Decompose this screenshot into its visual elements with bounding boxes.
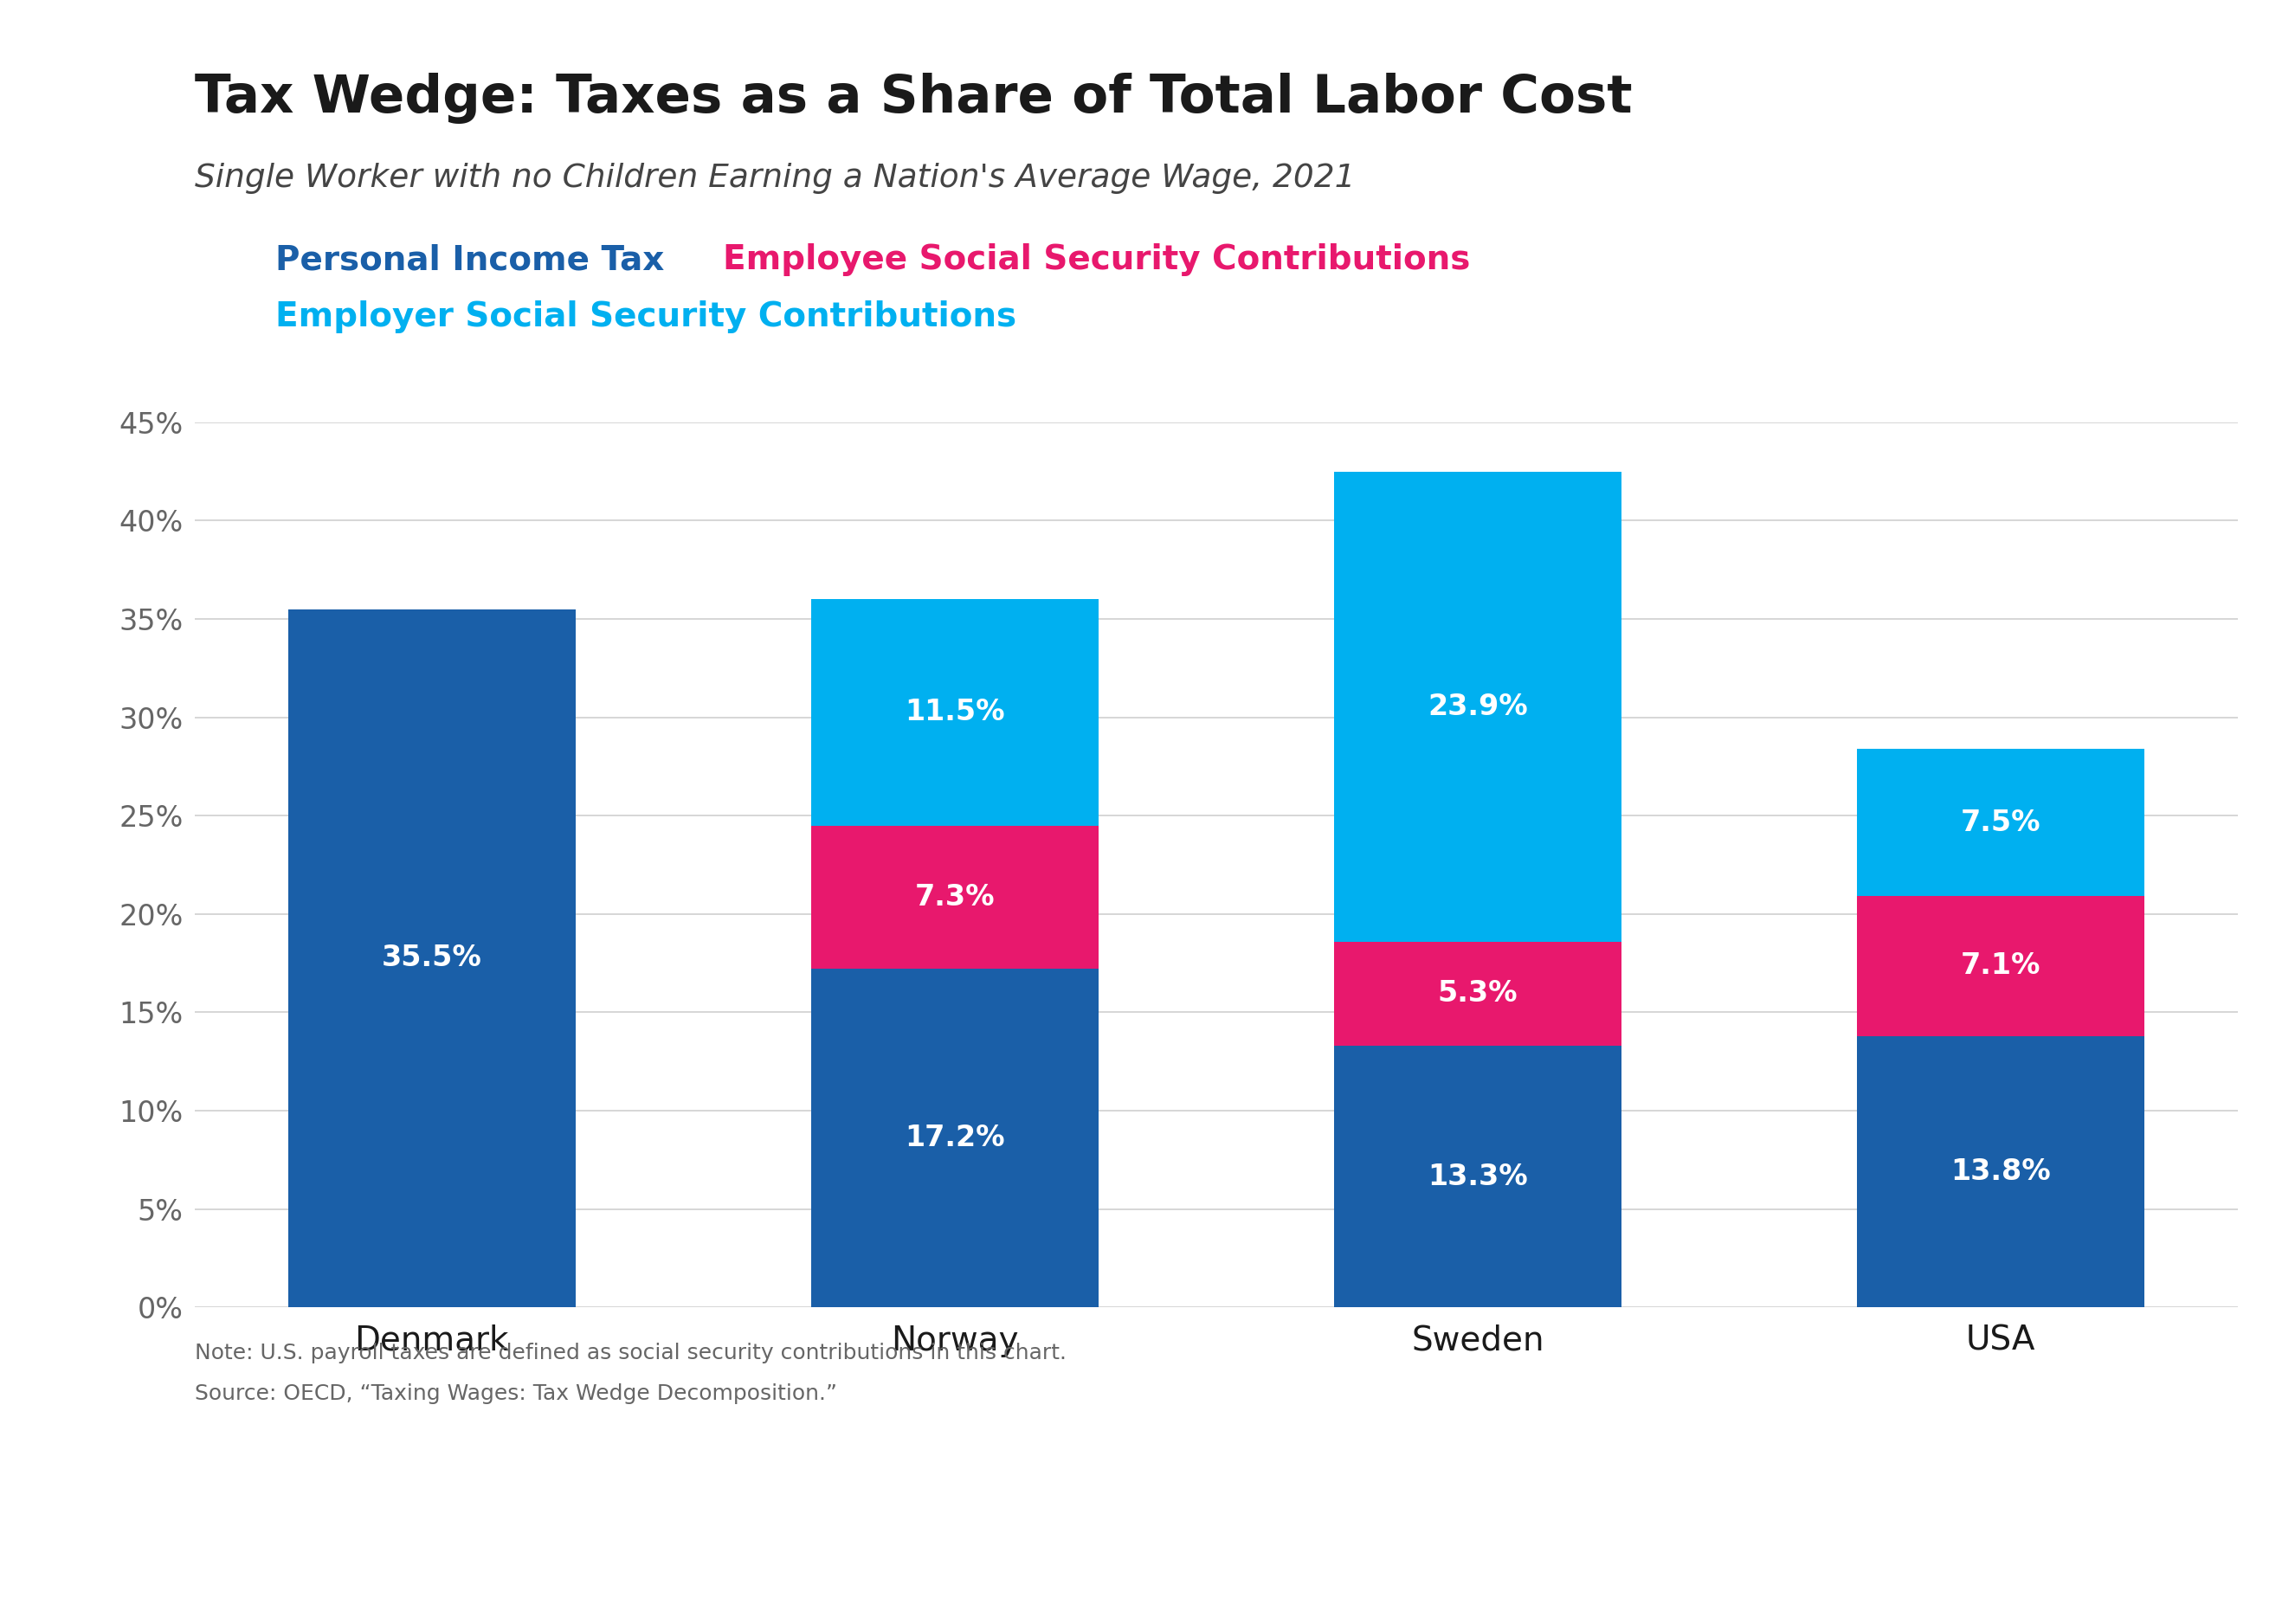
Text: TAX FOUNDATION: TAX FOUNDATION (57, 1540, 418, 1575)
Bar (287, 609, 576, 1307)
Bar (1857, 1036, 2146, 1307)
Text: Employee Social Security Contributions: Employee Social Security Contributions (723, 244, 1471, 276)
Text: Tax Wedge: Taxes as a Share of Total Labor Cost: Tax Wedge: Taxes as a Share of Total Lab… (195, 73, 1632, 123)
Bar (1333, 942, 1623, 1046)
Text: 23.9%: 23.9% (1427, 692, 1528, 721)
Text: 13.8%: 13.8% (1951, 1158, 2052, 1186)
Text: 13.3%: 13.3% (1427, 1163, 1528, 1190)
Text: 7.1%: 7.1% (1960, 952, 2040, 981)
Text: 17.2%: 17.2% (904, 1124, 1005, 1153)
Text: Note: U.S. payroll taxes are defined as social security contributions in this ch: Note: U.S. payroll taxes are defined as … (195, 1343, 1067, 1364)
Bar (1857, 749, 2146, 896)
Text: Personal Income Tax: Personal Income Tax (275, 244, 666, 276)
Bar (1333, 471, 1623, 942)
Text: Source: OECD, “Taxing Wages: Tax Wedge Decomposition.”: Source: OECD, “Taxing Wages: Tax Wedge D… (195, 1384, 838, 1405)
Bar (1857, 896, 2146, 1036)
Bar (810, 825, 1099, 970)
Text: 35.5%: 35.5% (381, 944, 482, 973)
Text: 5.3%: 5.3% (1439, 979, 1517, 1009)
Bar (1333, 1046, 1623, 1307)
Text: Employer Social Security Contributions: Employer Social Security Contributions (275, 300, 1017, 333)
Text: @TaxFoundation: @TaxFoundation (1905, 1540, 2238, 1575)
Text: 7.3%: 7.3% (916, 883, 994, 911)
Text: Single Worker with no Children Earning a Nation's Average Wage, 2021: Single Worker with no Children Earning a… (195, 162, 1356, 193)
Text: 7.5%: 7.5% (1960, 809, 2040, 836)
Bar (810, 599, 1099, 825)
Bar (810, 970, 1099, 1307)
Text: 11.5%: 11.5% (904, 698, 1005, 726)
